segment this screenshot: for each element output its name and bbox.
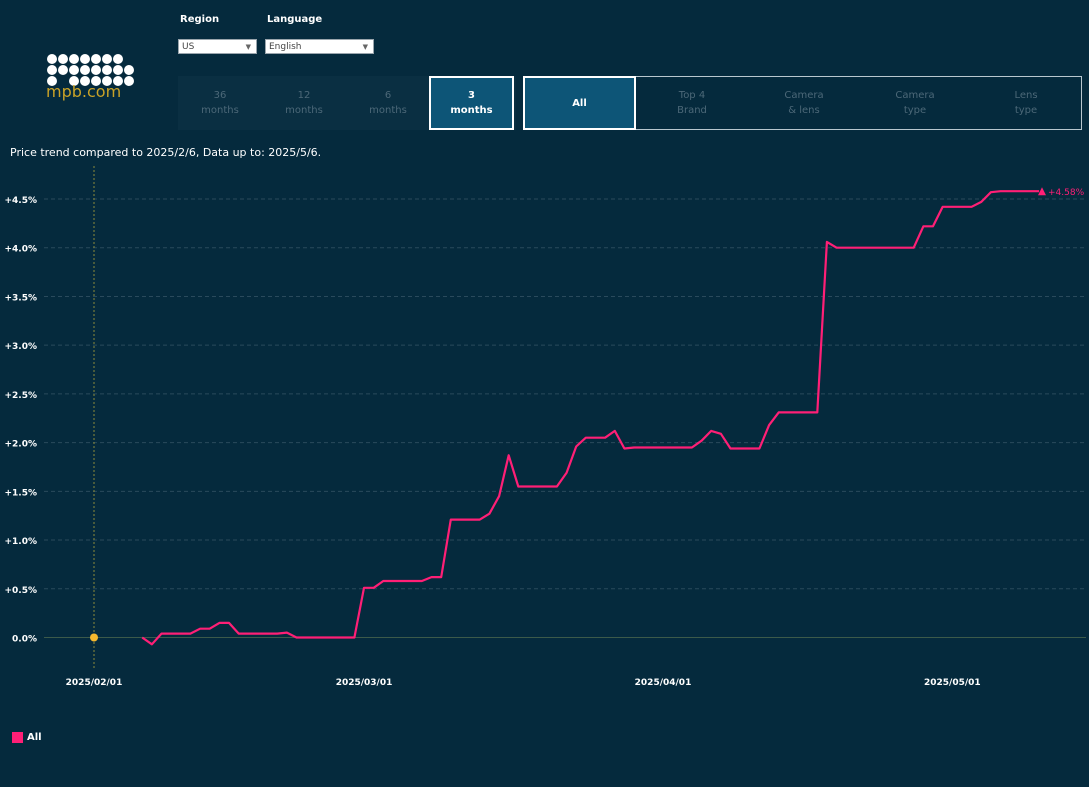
period-3-months[interactable]: 3 months bbox=[429, 76, 514, 130]
period-unit: months bbox=[450, 105, 493, 116]
y-tick-label: +2.5% bbox=[4, 391, 37, 401]
y-tick-label: +3.0% bbox=[4, 342, 37, 352]
y-tick-label: 0.0% bbox=[12, 635, 37, 645]
logo-text: mpb.com bbox=[46, 82, 122, 101]
language-value: English bbox=[269, 42, 302, 52]
category-top-4-brand[interactable]: Top 4 Brand bbox=[636, 77, 748, 129]
category-all[interactable]: All bbox=[523, 76, 636, 130]
chart-legend: All bbox=[12, 732, 42, 743]
period-unit: months bbox=[285, 105, 323, 116]
y-tick-label: +4.5% bbox=[4, 196, 37, 206]
period-number: 36 bbox=[213, 90, 227, 101]
y-tick-label: +3.5% bbox=[4, 293, 37, 303]
y-tick-label: +1.0% bbox=[4, 537, 37, 547]
category-label: Camera bbox=[895, 90, 935, 101]
period-unit: months bbox=[369, 105, 407, 116]
legend-swatch bbox=[12, 732, 23, 743]
category-camera-type[interactable]: Camera type bbox=[860, 77, 970, 129]
period-12-months[interactable]: 12 months bbox=[262, 76, 346, 130]
mpb-logo bbox=[47, 54, 134, 86]
period-6-months[interactable]: 6 months bbox=[346, 76, 430, 130]
y-tick-label: +4.0% bbox=[4, 245, 37, 255]
start-point-marker bbox=[90, 633, 98, 642]
category-label-2: & lens bbox=[788, 105, 820, 116]
chevron-down-icon: ▼ bbox=[245, 43, 251, 51]
x-tick-label: 2025/02/01 bbox=[66, 678, 123, 688]
period-number: 6 bbox=[384, 90, 392, 101]
chevron-down-icon: ▼ bbox=[362, 43, 368, 51]
category-label-2: Brand bbox=[677, 105, 707, 116]
region-select[interactable]: US ▼ bbox=[178, 39, 257, 54]
end-value-label: +4.58% bbox=[1048, 188, 1085, 198]
series-line-all bbox=[141, 190, 1040, 646]
category-camera-lens[interactable]: Camera & lens bbox=[748, 77, 860, 129]
y-tick-label: +1.5% bbox=[4, 488, 37, 498]
period-unit: months bbox=[201, 105, 239, 116]
y-tick-label: +0.5% bbox=[4, 586, 37, 596]
legend-label: All bbox=[27, 732, 42, 743]
category-label: Lens bbox=[1014, 90, 1038, 101]
language-label: Language bbox=[267, 14, 323, 25]
category-label-2: type bbox=[903, 105, 927, 116]
category-label: Top 4 bbox=[678, 90, 706, 101]
region-label: Region bbox=[180, 14, 220, 25]
period-selector: 36 months 12 months 6 months 3 months bbox=[178, 76, 516, 130]
period-36-months[interactable]: 36 months bbox=[178, 76, 262, 130]
up-arrow-icon bbox=[1038, 187, 1046, 196]
category-selector: All Top 4 Brand Camera & lens Camera typ… bbox=[523, 76, 1082, 130]
category-label: Camera bbox=[784, 90, 824, 101]
category-lens-type[interactable]: Lens type bbox=[970, 77, 1082, 129]
price-trend-chart: 0.0% +0.5% +1.0% +1.5% +2.0% +2.5% +3.0% +3.5% +… bbox=[4, 166, 1086, 688]
period-number: 3 bbox=[468, 90, 475, 101]
region-value: US bbox=[182, 42, 195, 52]
x-tick-label: 2025/04/01 bbox=[635, 678, 692, 688]
x-tick-label: 2025/03/01 bbox=[336, 678, 393, 688]
y-tick-label: +2.0% bbox=[4, 440, 37, 450]
chart-subtitle: Price trend compared to 2025/2/6, Data u… bbox=[10, 146, 322, 159]
language-select[interactable]: English ▼ bbox=[265, 39, 374, 54]
period-number: 12 bbox=[297, 90, 311, 101]
category-label: All bbox=[572, 97, 587, 109]
category-label-2: type bbox=[1014, 105, 1038, 116]
x-tick-label: 2025/05/01 bbox=[924, 678, 981, 688]
